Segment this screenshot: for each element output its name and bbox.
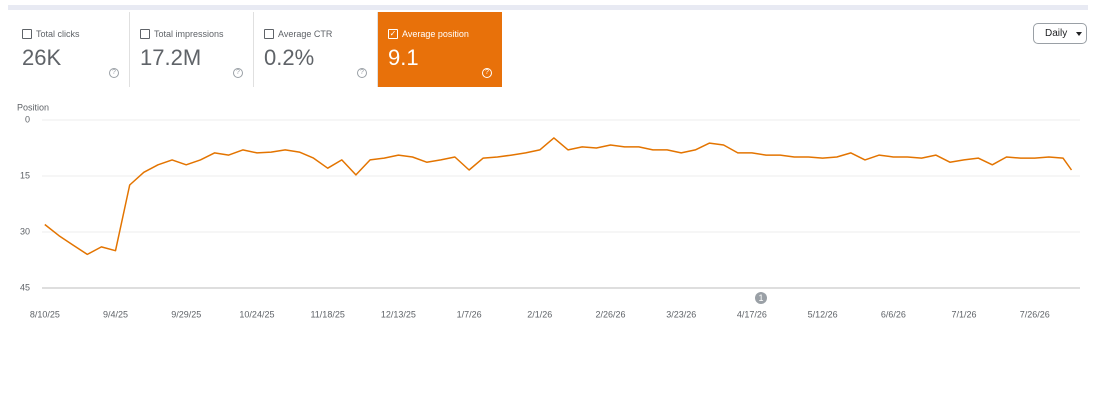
metric-card[interactable]: ✓ Average position 9.1? [378, 12, 502, 87]
checkbox[interactable] [140, 29, 150, 39]
caret [1076, 31, 1083, 36]
y-axis-label: Position [17, 102, 49, 112]
checkbox[interactable] [264, 29, 274, 39]
x-tick-label: 5/12/26 [808, 309, 838, 319]
metric-card[interactable]: Total clicks 26K? [12, 12, 130, 87]
annotation-label: 1 [758, 293, 763, 303]
metric-card[interactable]: Average CTR 0.2%? [254, 12, 378, 87]
metric-name: Total clicks [36, 29, 80, 39]
top-strip [8, 5, 1088, 10]
x-tick-label: 6/6/26 [881, 309, 906, 319]
metric-value: 0.2% [264, 45, 315, 70]
help-icon[interactable]: ? [233, 68, 243, 78]
x-tick-label: 9/29/25 [171, 309, 201, 319]
x-tick-label: 11/18/25 [310, 309, 344, 319]
checkbox[interactable] [22, 29, 32, 39]
help-icon[interactable]: ? [482, 68, 492, 78]
period-label: Daily [1045, 28, 1068, 39]
x-tick-label: 1/7/26 [457, 309, 482, 319]
x-tick-label: 2/1/26 [527, 309, 552, 319]
metric-label: Average CTR [264, 29, 332, 39]
metric-value: 9.1 [388, 45, 419, 70]
x-tick-label: 10/24/25 [239, 309, 274, 319]
x-tick-label: 9/4/25 [103, 309, 128, 319]
help-icon[interactable]: ? [357, 68, 367, 78]
metric-label: Total impressions [140, 29, 224, 39]
chart: Position 0 15 30 45 8/10/25 9/4/25 9/29/25 10/2… [17, 102, 1080, 319]
metric-name: Total impressions [154, 29, 224, 39]
annotation-marker [755, 292, 767, 304]
metric-name: Average position [402, 29, 469, 39]
x-tick-label: 7/1/26 [952, 309, 977, 319]
y-tick-label: 0 [25, 114, 30, 124]
metric-value: 17.2M [140, 45, 202, 70]
x-tick-label: 4/17/26 [737, 309, 767, 319]
help-icon[interactable]: ? [109, 68, 119, 78]
metric-value: 26K [22, 45, 62, 70]
x-tick-label: 8/10/25 [30, 309, 60, 319]
metric-label: Total clicks [22, 29, 80, 39]
line [44, 137, 1073, 256]
metric-label: ✓ Average position [388, 29, 469, 39]
metric-card[interactable]: Total impressions 17.2M? [130, 12, 254, 87]
x-tick-label: 7/26/26 [1020, 309, 1050, 319]
y-tick-label: 15 [20, 170, 30, 180]
x-tick-label: 2/26/26 [595, 309, 625, 319]
x-tick-label: 12/13/25 [381, 309, 416, 319]
period-dropdown[interactable]: Daily [1033, 23, 1087, 44]
y-tick-label: 45 [20, 282, 30, 292]
checkbox[interactable]: ✓ [388, 29, 398, 39]
metric-name: Average CTR [278, 29, 333, 39]
x-tick-label: 3/23/26 [666, 309, 696, 319]
y-tick-label: 30 [20, 226, 30, 236]
